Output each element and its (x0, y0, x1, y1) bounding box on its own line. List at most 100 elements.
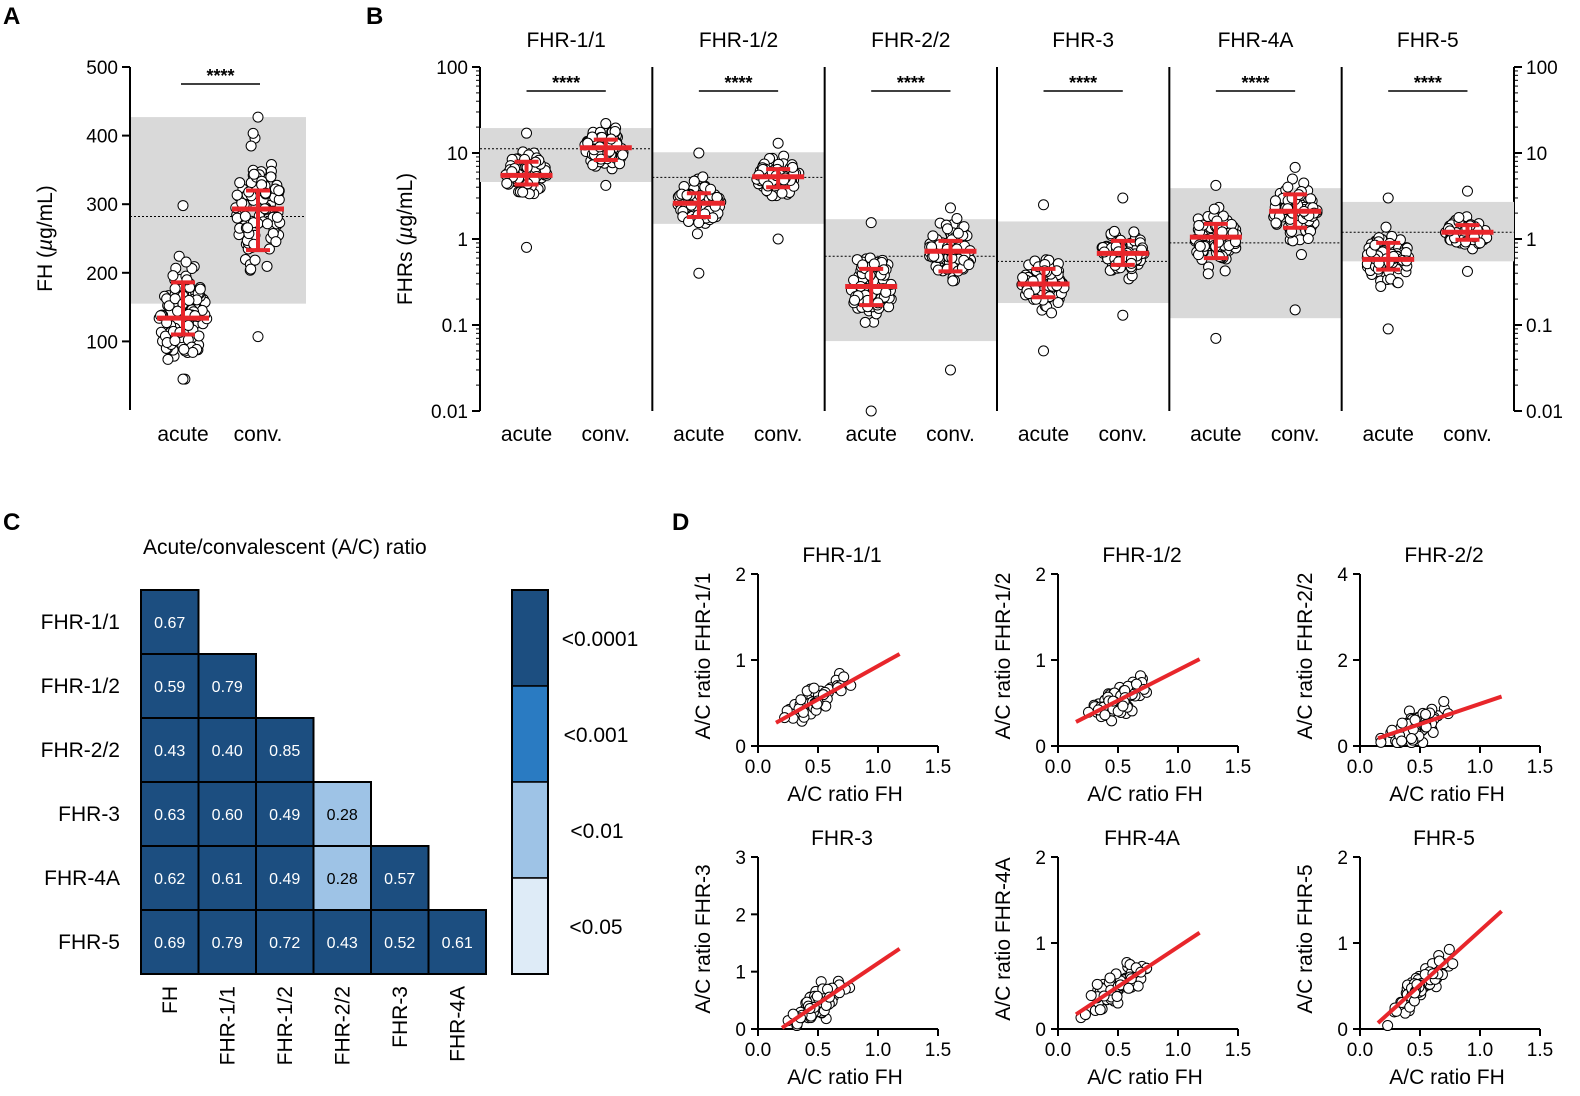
data-point (163, 300, 175, 312)
x-tick-label: 1.0 (1467, 1040, 1493, 1061)
panel-letter-c: C (3, 509, 20, 536)
subpanel-title: FHR-2/2 (871, 29, 950, 52)
legend-label: <0.001 (564, 724, 629, 747)
data-point (1269, 195, 1281, 207)
heatmap-cell-value: 0.72 (269, 935, 300, 952)
y-tick-label: 4 (1337, 565, 1348, 586)
data-point (1289, 161, 1301, 173)
significance-stars: **** (724, 73, 752, 93)
data-point (1099, 709, 1111, 721)
data-point (1023, 288, 1035, 300)
data-point (693, 217, 705, 229)
data-point (688, 175, 700, 187)
x-category-label: conv. (1098, 423, 1147, 446)
column-label: FHR-1/2 (274, 986, 297, 1065)
x-category-label: conv. (581, 423, 630, 446)
x-axis-label: A/C ratio FH (787, 783, 903, 806)
panel-letter-d: D (672, 509, 689, 536)
column-label: FHR-4A (446, 986, 469, 1062)
data-point (772, 137, 784, 149)
data-point (1117, 192, 1129, 204)
data-point (239, 210, 251, 222)
scatter-title: FHR-4A (1104, 827, 1180, 850)
y-tick-label: 100 (86, 332, 118, 353)
x-category-label: conv. (754, 423, 803, 446)
data-point (1302, 233, 1314, 245)
data-point (252, 331, 264, 343)
data-point (1382, 323, 1394, 335)
scatter-title: FHR-1/2 (1102, 544, 1181, 567)
subpanel-title: FHR-3 (1052, 29, 1114, 52)
x-tick-label: 1.5 (925, 757, 951, 778)
x-tick-label: 1.5 (1527, 1040, 1553, 1061)
data-point (1282, 181, 1294, 193)
heatmap-cell (370, 845, 430, 911)
x-tick-label: 0.0 (1347, 1040, 1373, 1061)
heatmap-cell-value: 0.28 (327, 871, 358, 888)
data-point (183, 294, 195, 306)
y-tick-label: 0 (1337, 1020, 1348, 1041)
x-axis-label: A/C ratio FH (1087, 1066, 1203, 1089)
y-tick-label: 1 (735, 963, 746, 984)
scatter-fhr-4a: FHR-4A 0 1 2 0.0 0.5 1.0 1.5 A/C ratio FH A/C rat… (992, 827, 1251, 1089)
x-tick-label: 0.5 (1407, 757, 1433, 778)
data-point (521, 127, 533, 139)
legend-label: <0.05 (569, 916, 622, 939)
legend-swatch (511, 685, 549, 783)
data-point (865, 217, 877, 229)
heatmap-cell (140, 653, 200, 719)
data-point (849, 294, 861, 306)
data-point (162, 353, 174, 365)
heatmap-cell-value: 0.63 (154, 807, 185, 824)
column-label: FHR-1/1 (216, 986, 239, 1065)
data-point (600, 118, 612, 130)
heatmap-cell-value: 0.60 (212, 807, 243, 824)
data-point (1202, 268, 1214, 280)
heatmap-cell-value: 0.67 (154, 615, 185, 632)
x-axis-label: A/C ratio FH (1389, 1066, 1505, 1089)
data-point (270, 236, 282, 248)
y-tick-label: 0 (1035, 1020, 1046, 1041)
data-point (1382, 1020, 1394, 1032)
heatmap-cell (370, 909, 430, 975)
y-tick-label-right: 100 (1526, 58, 1558, 79)
row-label: FHR-4A (44, 867, 120, 890)
x-category-label: conv. (1443, 423, 1492, 446)
data-point (947, 275, 959, 287)
y-tick-label-left: 0.1 (442, 316, 468, 337)
data-point (776, 187, 788, 199)
data-point (1396, 717, 1408, 729)
heatmap-cell-value: 0.43 (154, 743, 185, 760)
x-tick-label: 0.5 (1105, 757, 1131, 778)
y-axis-label-prefix: FHRs ( (394, 239, 417, 306)
y-tick-label: 300 (86, 195, 118, 216)
data-point (178, 343, 190, 355)
data-point (691, 228, 703, 240)
data-point (234, 177, 246, 189)
y-tick-label: 1 (1035, 651, 1046, 672)
x-tick-label: 1.0 (1467, 757, 1493, 778)
data-point (600, 179, 612, 191)
data-point (1305, 193, 1317, 205)
data-point (944, 202, 956, 214)
legend-label: <0.01 (570, 820, 623, 843)
data-point (811, 990, 823, 1002)
data-point (1193, 219, 1205, 231)
data-point (1443, 943, 1455, 955)
x-tick-label: 0.5 (805, 1040, 831, 1061)
panel-letter-a: A (3, 3, 20, 30)
data-point (865, 405, 877, 417)
scatter-title: FHR-3 (811, 827, 873, 850)
y-tick-label-left: 100 (436, 58, 468, 79)
data-point (169, 282, 181, 294)
legend-swatch (511, 589, 549, 687)
y-axis-label-suffix: g/mL) (34, 185, 57, 239)
data-point (247, 127, 259, 139)
heatmap-cell (197, 845, 257, 911)
x-category-label: conv. (234, 423, 283, 446)
x-tick-label: 1.0 (1165, 1040, 1191, 1061)
data-point (261, 218, 273, 230)
data-point (859, 316, 871, 328)
y-tick-label: 1 (1035, 934, 1046, 955)
